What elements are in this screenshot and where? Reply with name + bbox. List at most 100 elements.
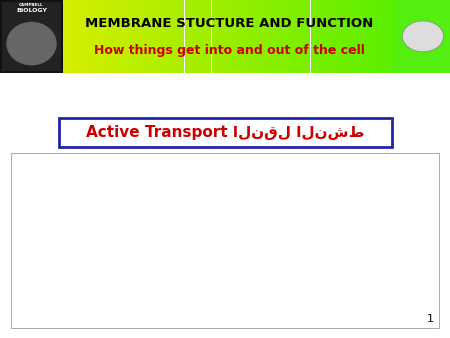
Bar bbox=[446, 0, 448, 73]
Bar bbox=[11, 0, 13, 73]
Bar bbox=[144, 0, 146, 73]
Bar bbox=[432, 0, 434, 73]
Bar bbox=[29, 0, 32, 73]
Bar bbox=[166, 0, 169, 73]
Bar bbox=[119, 0, 122, 73]
Bar bbox=[392, 0, 394, 73]
Bar bbox=[176, 0, 178, 73]
Bar bbox=[184, 0, 187, 73]
Bar bbox=[380, 0, 382, 73]
Bar bbox=[414, 0, 416, 73]
Bar bbox=[101, 0, 104, 73]
Bar bbox=[439, 0, 441, 73]
Bar bbox=[117, 0, 119, 73]
Bar bbox=[412, 0, 414, 73]
Bar bbox=[212, 0, 214, 73]
Bar bbox=[434, 0, 436, 73]
Bar bbox=[133, 0, 135, 73]
Bar bbox=[110, 0, 112, 73]
Bar bbox=[313, 0, 315, 73]
Bar bbox=[25, 0, 27, 73]
Bar bbox=[396, 0, 398, 73]
Bar bbox=[254, 0, 256, 73]
Bar bbox=[11, 153, 439, 328]
Bar bbox=[236, 0, 238, 73]
Text: BIOLOGY: BIOLOGY bbox=[16, 8, 47, 14]
Bar bbox=[108, 0, 110, 73]
Bar bbox=[135, 0, 137, 73]
Bar bbox=[326, 0, 328, 73]
Bar bbox=[126, 0, 128, 73]
Bar bbox=[38, 0, 40, 73]
Bar bbox=[220, 0, 223, 73]
Bar bbox=[281, 0, 284, 73]
Bar bbox=[286, 0, 288, 73]
Bar bbox=[374, 0, 376, 73]
Bar bbox=[227, 0, 230, 73]
Bar bbox=[335, 0, 338, 73]
Bar bbox=[299, 0, 302, 73]
Bar bbox=[403, 0, 405, 73]
Bar bbox=[9, 0, 11, 73]
Bar bbox=[128, 0, 130, 73]
Text: How things get into and out of the cell: How things get into and out of the cell bbox=[94, 44, 365, 57]
Bar bbox=[92, 0, 94, 73]
Bar bbox=[146, 0, 148, 73]
Bar bbox=[238, 0, 241, 73]
Bar bbox=[418, 0, 421, 73]
Bar bbox=[344, 0, 346, 73]
Bar bbox=[68, 0, 70, 73]
Bar bbox=[7, 0, 9, 73]
Bar bbox=[61, 0, 63, 73]
Bar bbox=[148, 0, 151, 73]
Bar bbox=[245, 0, 248, 73]
Bar bbox=[268, 0, 270, 73]
Bar bbox=[2, 2, 61, 71]
Bar bbox=[130, 0, 133, 73]
Bar bbox=[63, 0, 65, 73]
Bar bbox=[333, 0, 335, 73]
Bar bbox=[56, 0, 58, 73]
Bar bbox=[72, 0, 74, 73]
Text: CAMPBELL: CAMPBELL bbox=[19, 3, 44, 7]
Bar bbox=[182, 0, 184, 73]
Bar bbox=[0, 0, 63, 73]
Bar bbox=[70, 0, 72, 73]
Bar bbox=[306, 0, 308, 73]
Bar bbox=[50, 0, 52, 73]
Bar bbox=[310, 0, 313, 73]
Bar bbox=[369, 0, 371, 73]
Bar bbox=[342, 0, 344, 73]
Bar bbox=[232, 0, 234, 73]
Bar bbox=[122, 0, 124, 73]
Bar bbox=[32, 0, 34, 73]
Bar bbox=[4, 0, 7, 73]
Bar bbox=[81, 0, 83, 73]
Bar bbox=[405, 0, 407, 73]
Bar bbox=[423, 0, 425, 73]
Bar bbox=[416, 0, 418, 73]
Bar bbox=[164, 0, 166, 73]
Bar bbox=[202, 0, 205, 73]
Bar bbox=[162, 0, 164, 73]
Bar bbox=[425, 0, 428, 73]
Bar bbox=[338, 0, 340, 73]
Bar bbox=[356, 0, 358, 73]
Bar bbox=[376, 0, 378, 73]
Bar bbox=[16, 0, 18, 73]
Bar bbox=[277, 0, 279, 73]
Bar bbox=[263, 0, 266, 73]
Bar bbox=[256, 0, 259, 73]
Bar bbox=[196, 0, 198, 73]
Bar bbox=[151, 0, 153, 73]
Bar bbox=[389, 0, 392, 73]
Bar bbox=[187, 0, 189, 73]
Bar bbox=[349, 0, 351, 73]
Bar bbox=[362, 0, 364, 73]
Bar bbox=[160, 0, 162, 73]
Bar bbox=[304, 0, 306, 73]
Bar bbox=[189, 0, 191, 73]
Bar bbox=[320, 0, 322, 73]
Bar bbox=[317, 0, 320, 73]
Bar bbox=[115, 0, 117, 73]
